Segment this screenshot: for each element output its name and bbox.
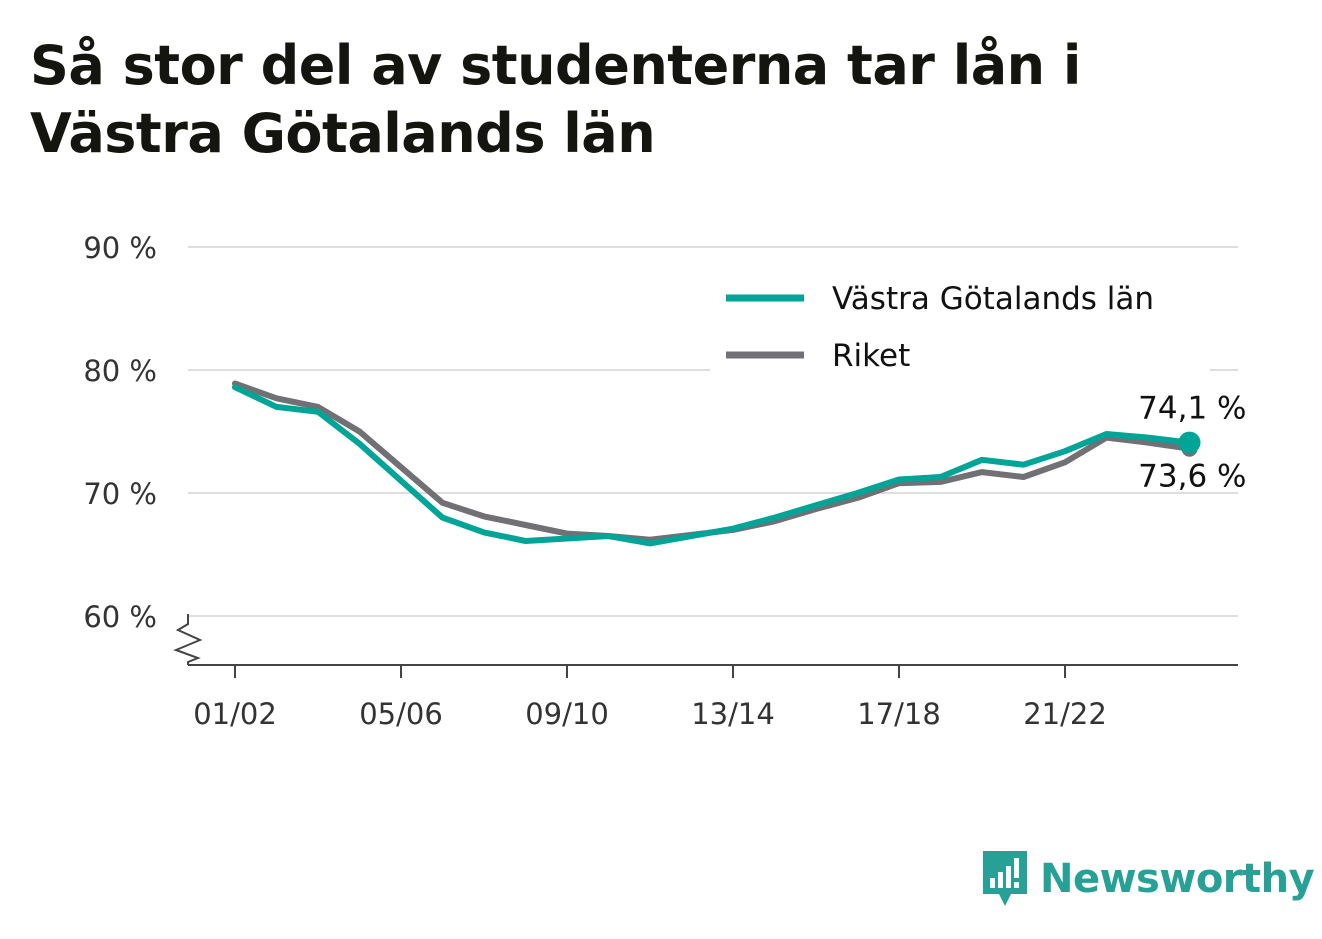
legend: Västra Götalands län Riket (710, 268, 1210, 380)
y-tick-label: 90 % (83, 231, 157, 265)
legend-label: Riket (832, 338, 910, 374)
axis-break-icon (173, 614, 203, 665)
brand-logo: Newsworthy (980, 848, 1315, 910)
x-axis (173, 614, 1238, 666)
legend-label: Västra Götalands län (832, 281, 1154, 317)
x-tick-label: 13/14 (691, 697, 775, 731)
end-point-vastra-gotaland (1178, 431, 1201, 454)
x-tick-label: 09/10 (525, 697, 609, 731)
x-axis-ticks: 01/02 05/06 09/10 13/14 17/18 21/22 (193, 665, 1107, 731)
y-tick-label: 60 % (83, 600, 157, 634)
brand-name: Newsworthy (1040, 856, 1315, 902)
x-tick-label: 21/22 (1023, 697, 1107, 731)
end-label-riket: 73,6 % (1138, 459, 1246, 495)
series-line-vastra-gotaland (232, 384, 1193, 547)
series-lines (232, 380, 1201, 547)
x-tick-label: 05/06 (359, 697, 443, 731)
x-tick-label: 01/02 (193, 697, 277, 731)
end-label-vastra-gotaland: 74,1 % (1138, 391, 1246, 427)
newsworthy-logo-icon (983, 851, 1027, 906)
y-tick-label: 80 % (83, 354, 157, 388)
x-tick-label: 17/18 (857, 697, 941, 731)
chart-title: Så stor del av studenterna tar lån i Väs… (30, 34, 1081, 165)
y-axis-ticks: 60 % 70 % 80 % 90 % (83, 231, 157, 634)
legend-background (710, 268, 1210, 380)
end-labels: 74,1 % 73,6 % (1138, 391, 1246, 495)
y-tick-label: 70 % (83, 477, 157, 511)
